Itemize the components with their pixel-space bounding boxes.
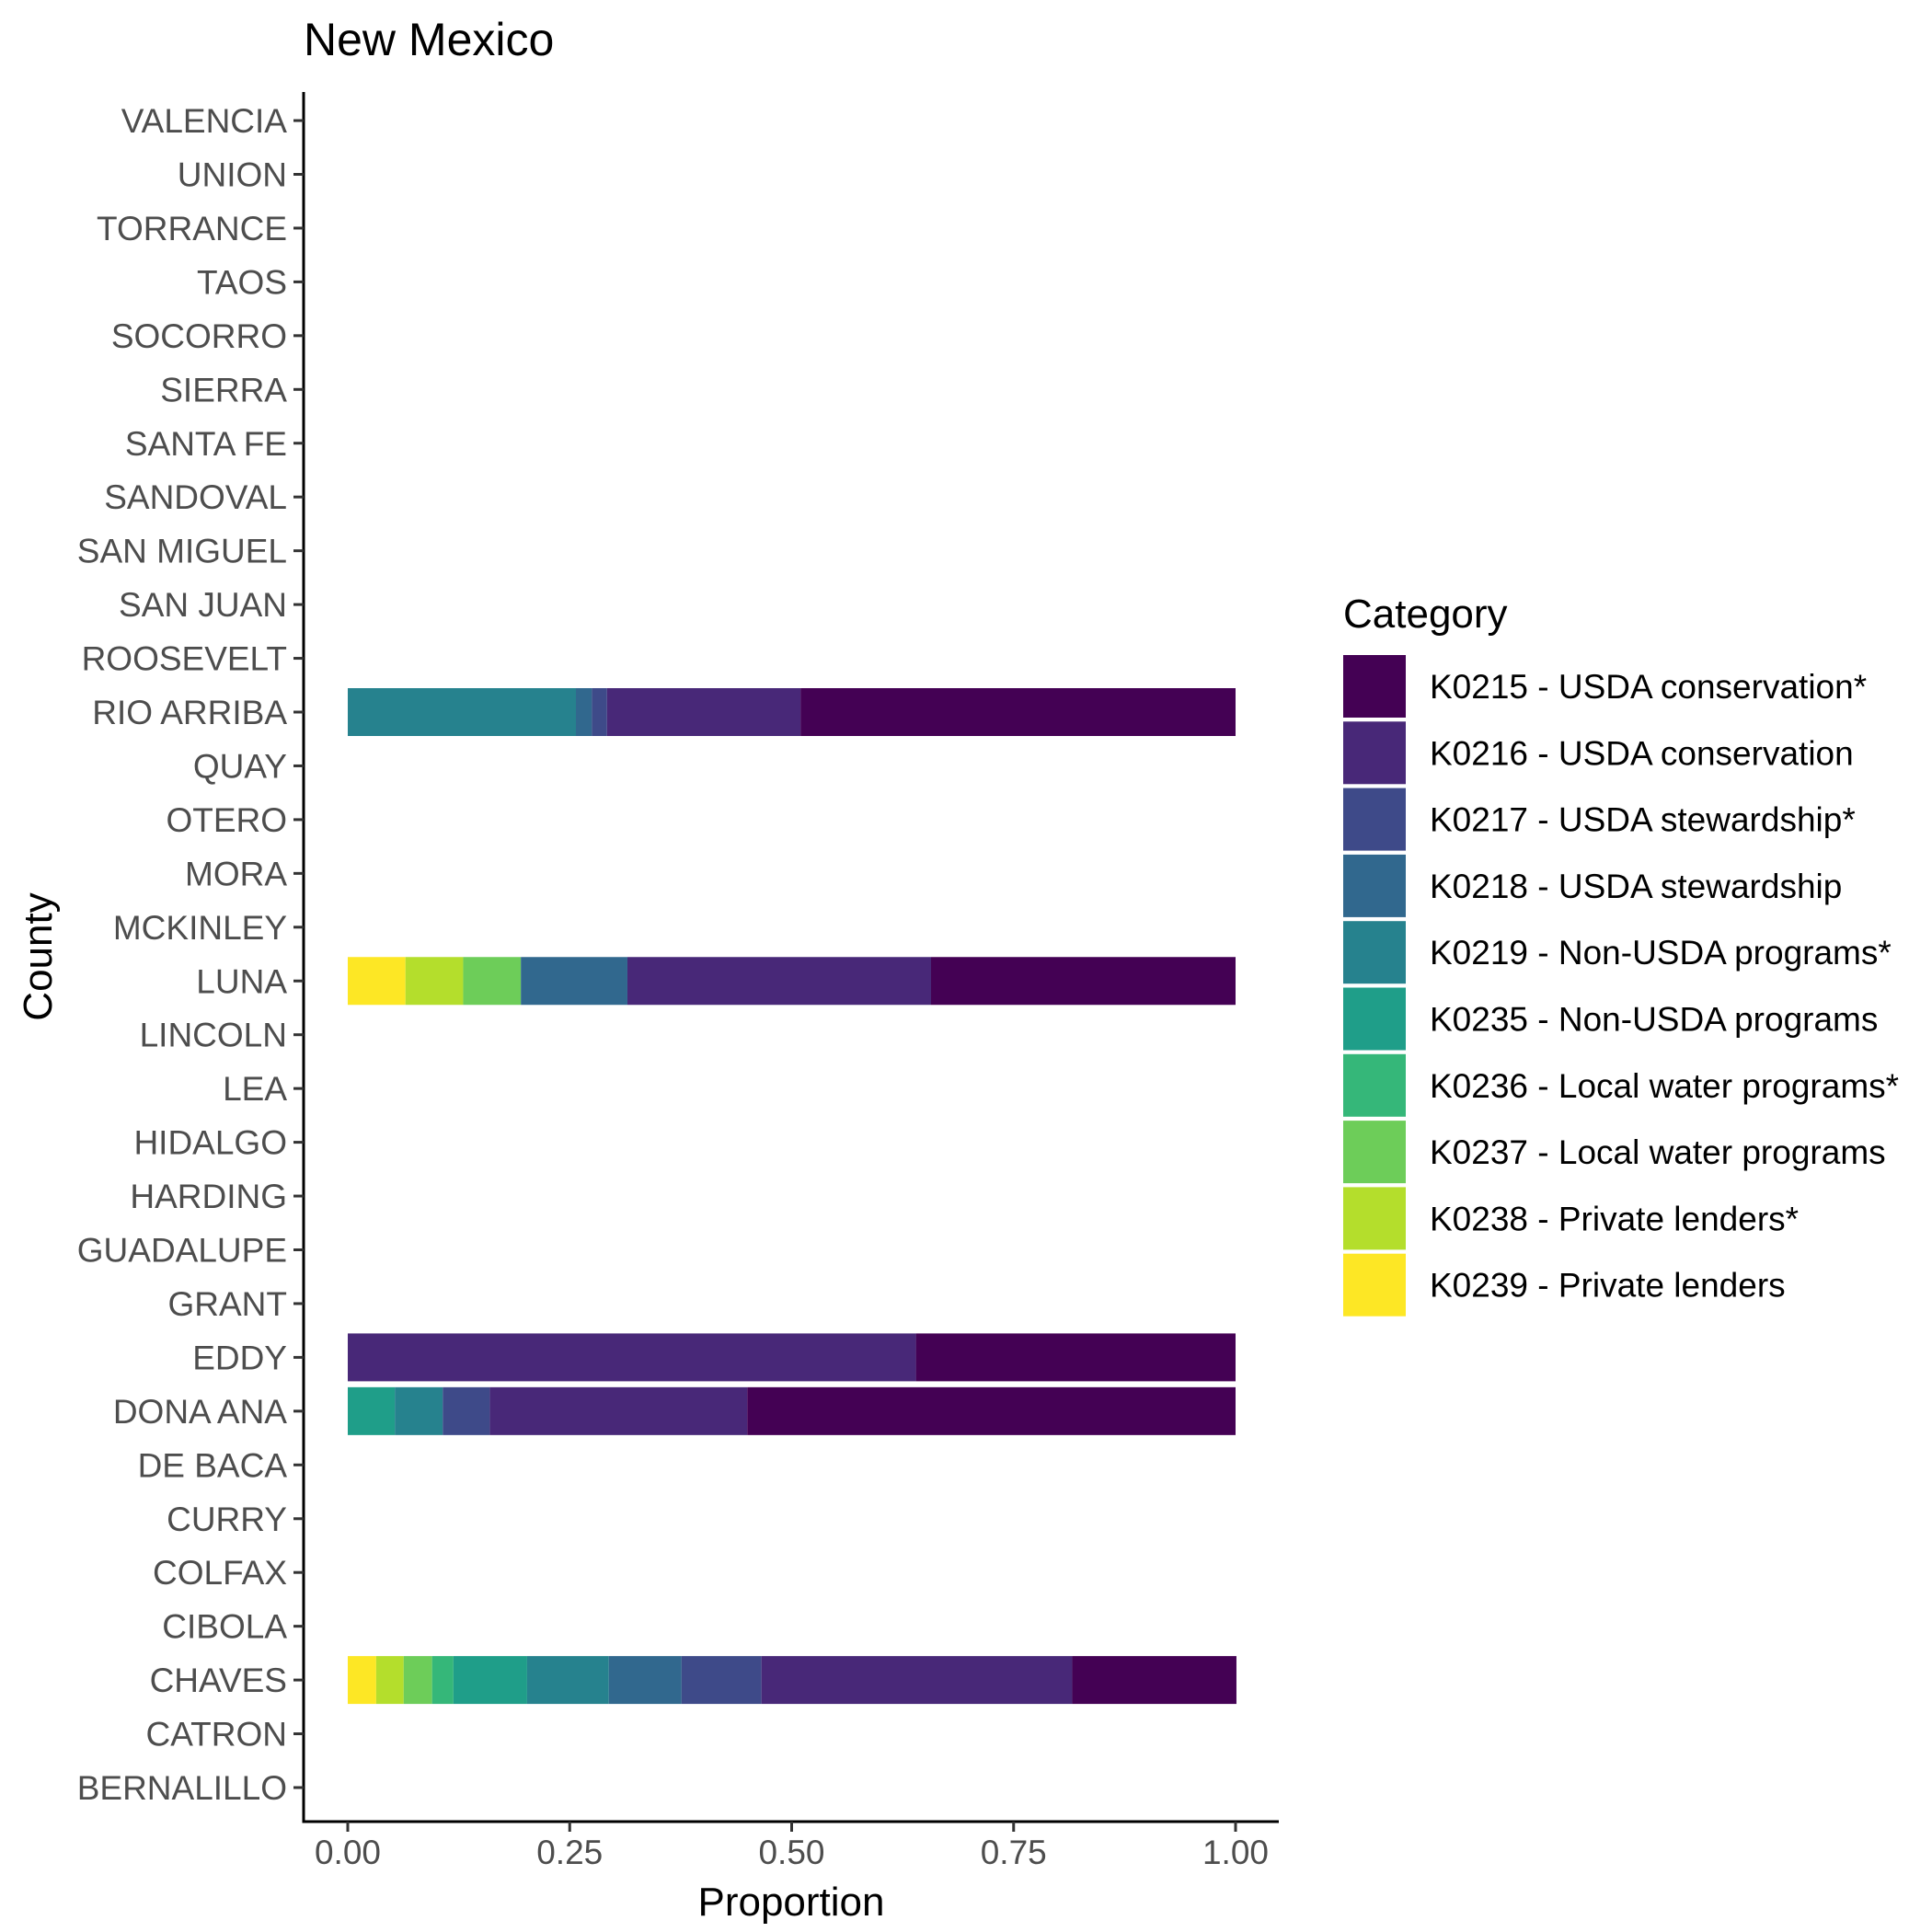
y-tick-label-bernalillo: BERNALILLO bbox=[77, 1769, 287, 1807]
y-tick-label-taos: TAOS bbox=[197, 263, 287, 301]
legend-label-k0218: K0218 - USDA stewardship bbox=[1430, 868, 1842, 905]
legend-label-k0217: K0217 - USDA stewardship* bbox=[1430, 801, 1856, 839]
bar-rio-arriba-k0218 bbox=[576, 688, 592, 736]
legend-key-k0239 bbox=[1343, 1253, 1406, 1317]
legend-key-k0238 bbox=[1343, 1187, 1406, 1250]
x-tick-label-4: 1.00 bbox=[1202, 1834, 1269, 1871]
bar-luna-k0238 bbox=[405, 957, 464, 1006]
bar-chaves-k0218 bbox=[608, 1656, 682, 1705]
y-tick-label-roosevelt: ROOSEVELT bbox=[82, 640, 287, 678]
x-tick-label-1: 0.25 bbox=[536, 1834, 603, 1871]
y-tick-label-sierra: SIERRA bbox=[160, 371, 287, 408]
y-tick-label-grant: GRANT bbox=[168, 1285, 288, 1323]
y-tick-label-rio-arriba: RIO ARRIBA bbox=[92, 694, 287, 731]
y-tick-label-quay: QUAY bbox=[193, 747, 287, 785]
x-tick-label-3: 0.75 bbox=[981, 1834, 1047, 1871]
bar-eddy-k0215 bbox=[915, 1333, 1236, 1382]
legend: Category K0215 - USDA conservation* K0216… bbox=[1343, 592, 1899, 1317]
bar-chaves-k0216 bbox=[761, 1656, 1073, 1705]
bar-layer bbox=[348, 688, 1236, 1705]
legend-key-k0215 bbox=[1343, 655, 1406, 718]
bar-rio-arriba-k0215 bbox=[800, 688, 1236, 736]
x-tick-label-0: 0.00 bbox=[315, 1834, 381, 1871]
legend-label-k0236: K0236 - Local water programs* bbox=[1430, 1067, 1899, 1105]
y-tick-label-hidalgo: HIDALGO bbox=[133, 1124, 287, 1162]
y-tick-label-san-juan: SAN JUAN bbox=[119, 586, 287, 624]
bar-chaves-k0219 bbox=[526, 1656, 609, 1705]
legend-label-k0216: K0216 - USDA conservation bbox=[1430, 734, 1854, 772]
legend-key-k0219 bbox=[1343, 921, 1406, 984]
bar-luna-k0215 bbox=[931, 957, 1236, 1006]
bar-luna-k0239 bbox=[348, 957, 406, 1006]
bar-luna-k0237 bbox=[463, 957, 522, 1006]
bar-chaves-k0217 bbox=[681, 1656, 762, 1705]
legend-label-k0235: K0235 - Non-USDA programs bbox=[1430, 1001, 1878, 1039]
y-tick-label-torrance: TORRANCE bbox=[97, 210, 287, 247]
y-tick-label-de-baca: DE BACA bbox=[138, 1446, 288, 1484]
legend-key-k0217 bbox=[1343, 788, 1406, 851]
y-axis: BERNALILLO CATRON CHAVES CIBOLA COLFAX CURRY D… bbox=[77, 92, 305, 1822]
y-tick-label-mora: MORA bbox=[185, 855, 287, 892]
y-tick-label-harding: HARDING bbox=[130, 1178, 287, 1215]
legend-label-k0237: K0237 - Local water programs bbox=[1430, 1133, 1886, 1171]
y-tick-label-lea: LEA bbox=[223, 1070, 287, 1108]
legend-key-k0216 bbox=[1343, 721, 1406, 785]
y-tick-label-socorro: SOCORRO bbox=[111, 317, 287, 355]
bar-dona-ana-k0235 bbox=[348, 1386, 396, 1435]
legend-label-k0239: K0239 - Private lenders bbox=[1430, 1267, 1786, 1305]
bar-luna-k0216 bbox=[627, 957, 932, 1006]
y-tick-label-valencia: VALENCIA bbox=[121, 102, 288, 140]
bar-chaves-k0215 bbox=[1072, 1656, 1236, 1705]
bar-chaves-k0235 bbox=[453, 1656, 527, 1705]
y-tick-label-catron: CATRON bbox=[146, 1716, 287, 1754]
y-tick-label-san-miguel: SAN MIGUEL bbox=[77, 533, 287, 570]
y-tick-label-dona-ana: DONA ANA bbox=[113, 1393, 287, 1431]
bar-chaves-k0236 bbox=[431, 1656, 454, 1705]
y-tick-label-lincoln: LINCOLN bbox=[140, 1017, 287, 1054]
y-tick-label-luna: LUNA bbox=[196, 962, 287, 1000]
y-tick-label-colfax: COLFAX bbox=[153, 1554, 287, 1592]
bar-dona-ana-k0219 bbox=[395, 1386, 443, 1435]
bar-dona-ana-k0215 bbox=[747, 1386, 1236, 1435]
y-tick-label-sandoval: SANDOVAL bbox=[104, 478, 287, 516]
chart-title: New Mexico bbox=[304, 14, 554, 65]
bar-luna-k0218 bbox=[521, 957, 627, 1006]
x-axis-title: Proportion bbox=[697, 1880, 884, 1925]
legend-key-k0236 bbox=[1343, 1053, 1406, 1117]
y-axis-title: County bbox=[16, 892, 61, 1020]
y-tick-label-guadalupe: GUADALUPE bbox=[77, 1232, 287, 1270]
legend-label-k0219: K0219 - Non-USDA programs* bbox=[1430, 934, 1892, 972]
bar-chaves-k0239 bbox=[348, 1656, 376, 1705]
legend-title: Category bbox=[1343, 592, 1508, 637]
bar-rio-arriba-k0216 bbox=[606, 688, 801, 736]
y-tick-label-mckinley: MCKINLEY bbox=[113, 909, 287, 947]
bar-rio-arriba-k0219 bbox=[348, 688, 577, 736]
y-tick-label-cibola: CIBOLA bbox=[162, 1608, 287, 1646]
legend-key-k0218 bbox=[1343, 854, 1406, 917]
bar-chaves-k0237 bbox=[403, 1656, 432, 1705]
legend-key-k0237 bbox=[1343, 1121, 1406, 1184]
y-tick-label-eddy: EDDY bbox=[192, 1339, 287, 1376]
bar-rio-arriba-k0217 bbox=[592, 688, 607, 736]
bar-eddy-k0216 bbox=[348, 1333, 916, 1382]
x-tick-label-2: 0.50 bbox=[758, 1834, 824, 1871]
y-tick-label-chaves: CHAVES bbox=[150, 1662, 287, 1699]
y-tick-label-curry: CURRY bbox=[167, 1501, 287, 1538]
x-axis: 0.00 0.25 0.50 0.75 1.00 bbox=[302, 1820, 1279, 1871]
legend-label-k0215: K0215 - USDA conservation* bbox=[1430, 668, 1867, 706]
bar-dona-ana-k0217 bbox=[443, 1386, 490, 1435]
bar-chaves-k0238 bbox=[375, 1656, 404, 1705]
bar-dona-ana-k0216 bbox=[489, 1386, 748, 1435]
y-tick-label-union: UNION bbox=[178, 156, 287, 194]
y-tick-label-otero: OTERO bbox=[166, 801, 287, 839]
legend-label-k0238: K0238 - Private lenders* bbox=[1430, 1200, 1799, 1237]
legend-key-k0235 bbox=[1343, 987, 1406, 1051]
y-tick-label-santa-fe: SANTA FE bbox=[125, 425, 287, 463]
